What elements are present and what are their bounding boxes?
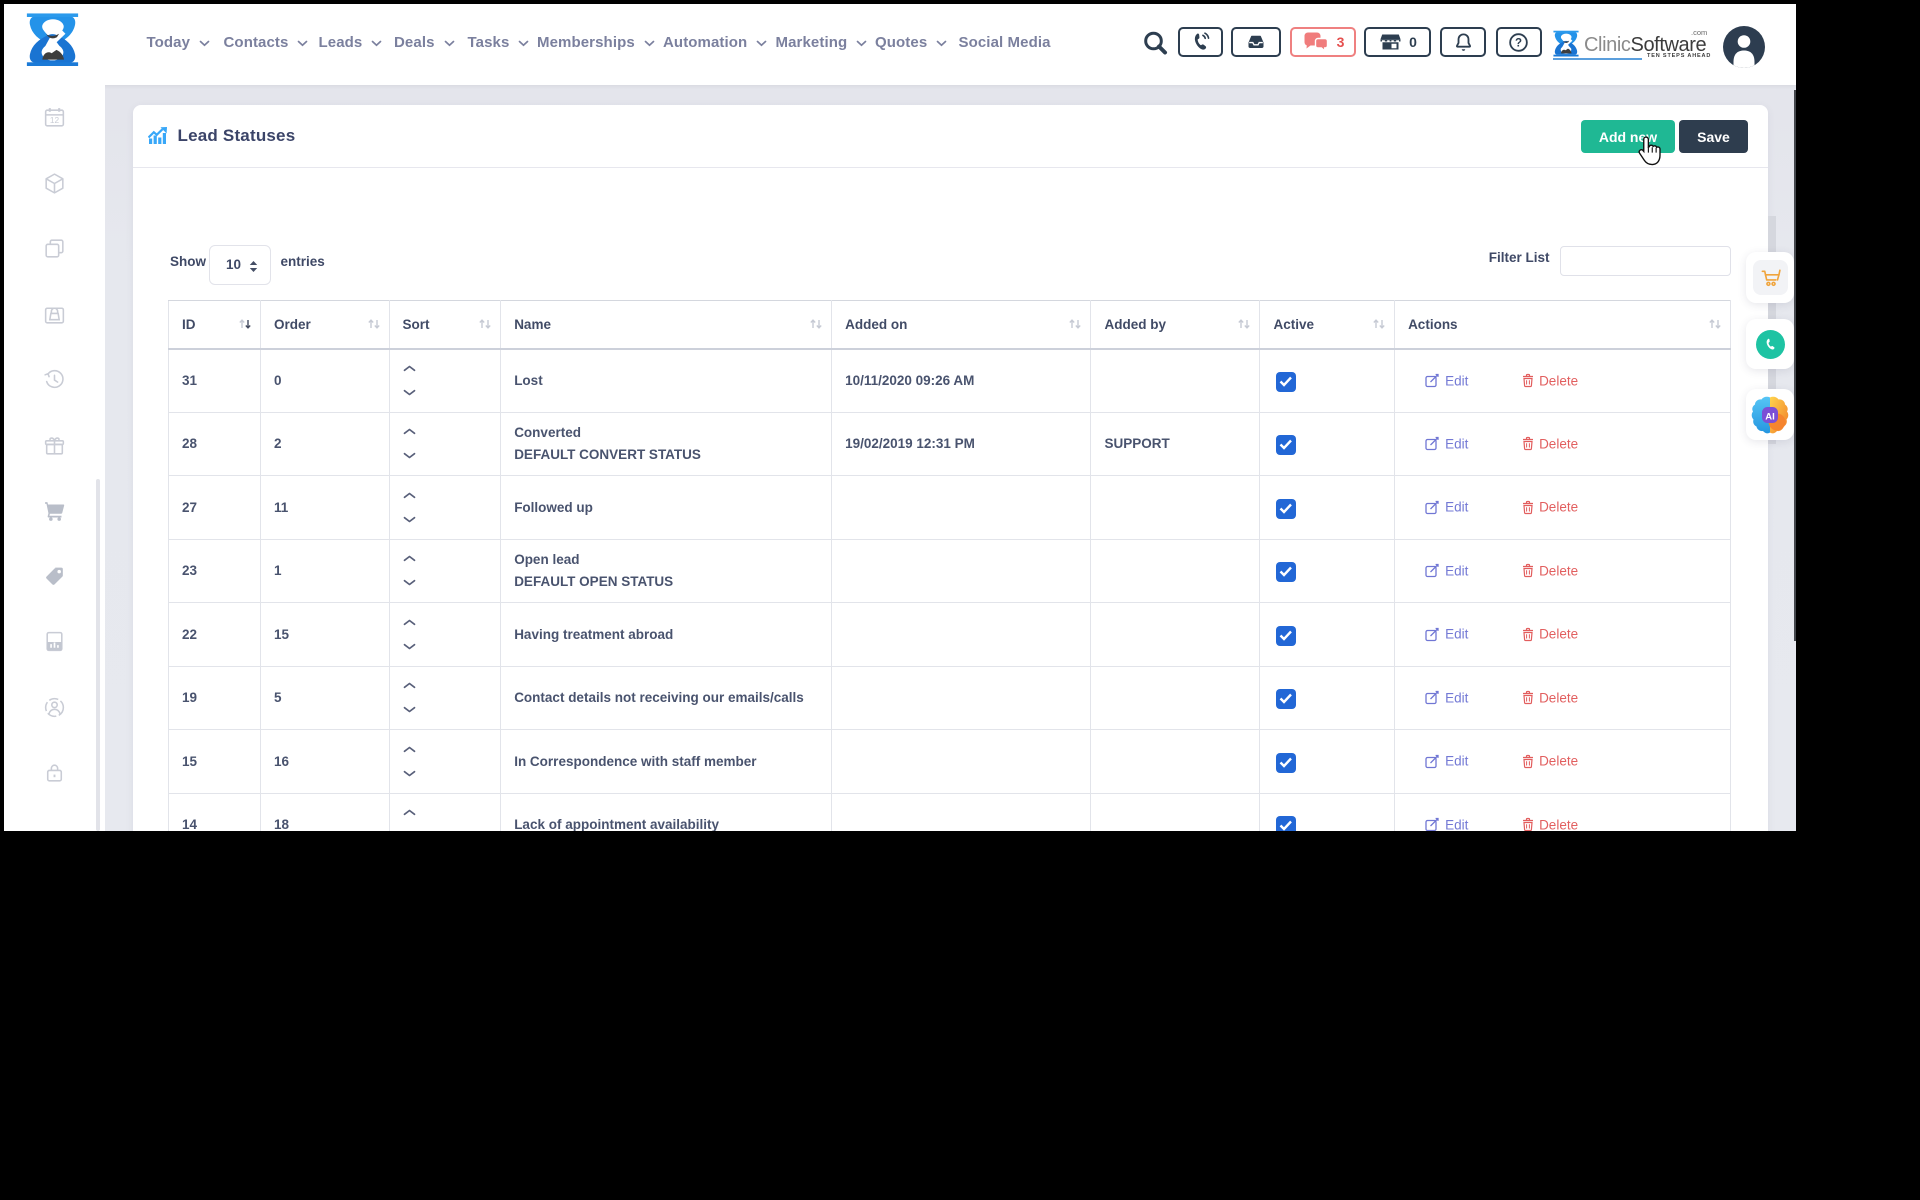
svg-text:?: ?	[1515, 37, 1522, 49]
svg-text:AI: AI	[1765, 411, 1775, 422]
svg-text:12: 12	[50, 115, 60, 125]
